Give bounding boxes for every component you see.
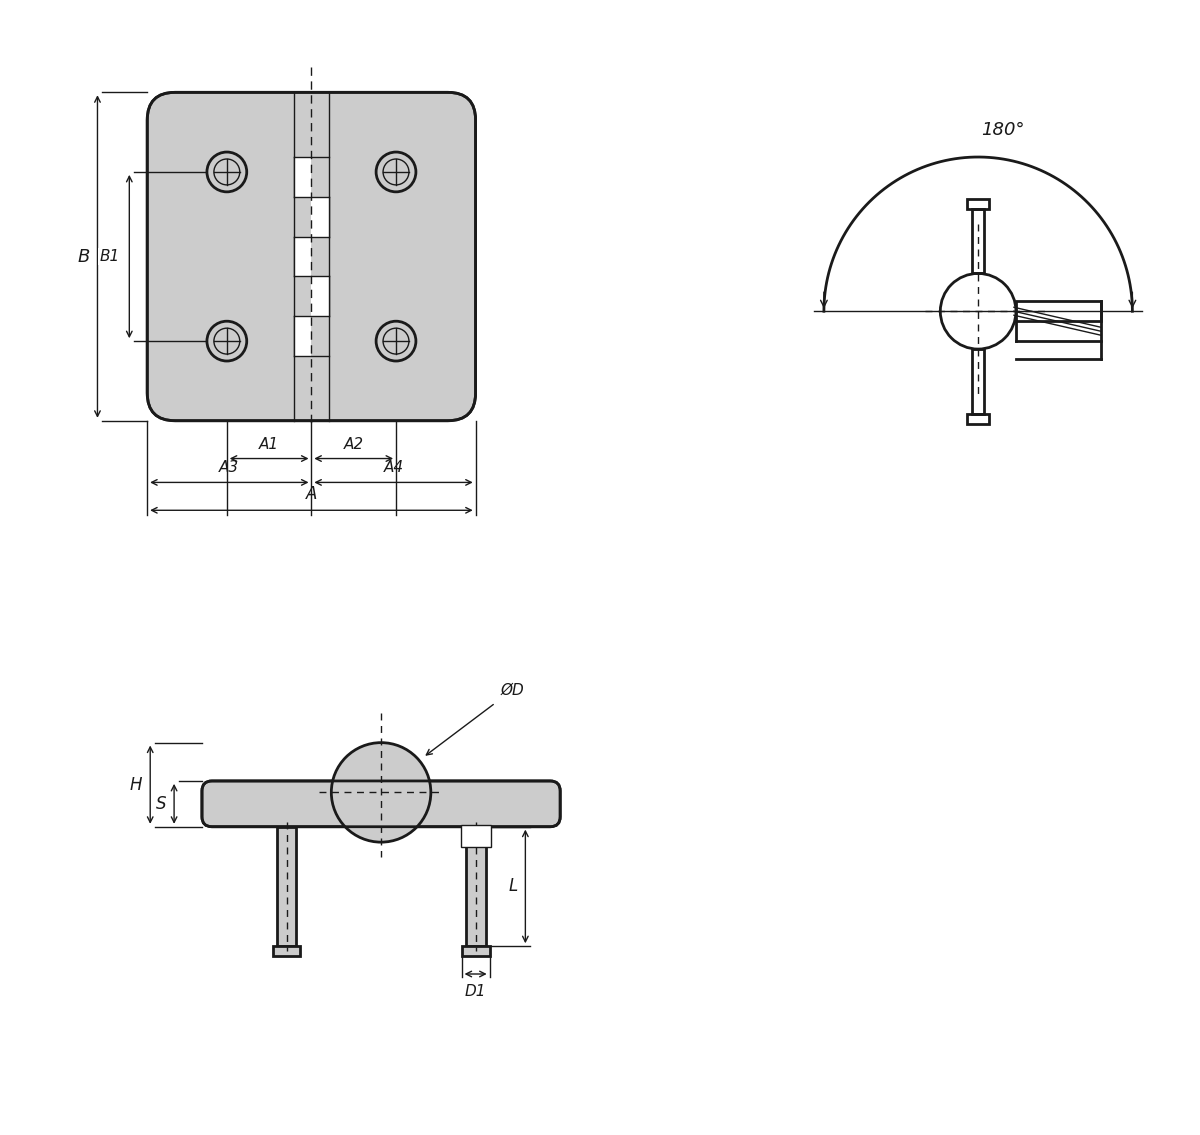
Bar [312,277,329,317]
Circle shape [206,321,247,361]
Text: D1: D1 [464,984,486,999]
Text: A3: A3 [220,461,239,476]
Circle shape [206,152,247,192]
Text: H: H [130,775,143,793]
Bar [272,947,300,956]
Text: A1: A1 [259,437,280,452]
Text: 180°: 180° [982,121,1025,140]
Bar [967,199,989,209]
Circle shape [376,321,416,361]
Bar [466,826,486,947]
Bar [972,350,984,414]
Bar [276,826,296,947]
Text: A4: A4 [384,461,403,476]
Bar [972,209,984,274]
Bar [967,414,989,423]
Circle shape [331,742,431,842]
Text: ØD: ØD [500,683,524,698]
Bar [462,947,490,956]
Text: A2: A2 [343,437,364,452]
Text: B: B [77,247,90,266]
Bar [294,157,312,196]
Bar [294,317,312,356]
Text: L: L [508,877,517,896]
Bar [461,825,491,847]
Bar [294,236,312,277]
Bar [312,196,329,236]
Text: A: A [306,486,317,503]
FancyBboxPatch shape [202,781,560,826]
Circle shape [376,152,416,192]
Text: S: S [156,794,166,813]
Text: B1: B1 [100,249,119,264]
FancyBboxPatch shape [148,92,475,421]
Bar [1016,301,1100,321]
